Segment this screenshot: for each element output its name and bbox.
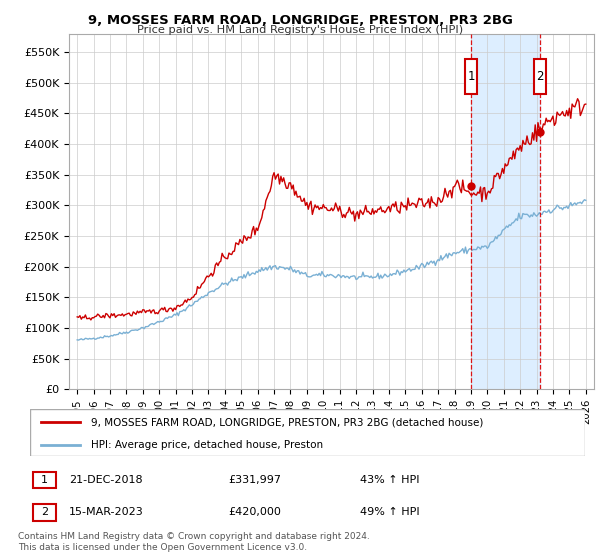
FancyBboxPatch shape (465, 59, 477, 94)
Text: 21-DEC-2018: 21-DEC-2018 (69, 475, 143, 485)
Text: This data is licensed under the Open Government Licence v3.0.: This data is licensed under the Open Gov… (18, 543, 307, 552)
Text: 1: 1 (467, 70, 475, 83)
Text: 15-MAR-2023: 15-MAR-2023 (69, 507, 144, 517)
FancyBboxPatch shape (30, 409, 585, 456)
Text: 2: 2 (41, 507, 48, 517)
Text: 43% ↑ HPI: 43% ↑ HPI (360, 475, 419, 485)
Text: 49% ↑ HPI: 49% ↑ HPI (360, 507, 419, 517)
Text: HPI: Average price, detached house, Preston: HPI: Average price, detached house, Pres… (91, 440, 323, 450)
Text: 2: 2 (536, 70, 544, 83)
Text: 9, MOSSES FARM ROAD, LONGRIDGE, PRESTON, PR3 2BG: 9, MOSSES FARM ROAD, LONGRIDGE, PRESTON,… (88, 14, 512, 27)
Text: £420,000: £420,000 (228, 507, 281, 517)
Bar (471, 34, 540, 389)
Text: Contains HM Land Registry data © Crown copyright and database right 2024.: Contains HM Land Registry data © Crown c… (18, 532, 370, 541)
Text: 1: 1 (41, 475, 48, 485)
Text: £331,997: £331,997 (228, 475, 281, 485)
FancyBboxPatch shape (534, 59, 546, 94)
Text: 9, MOSSES FARM ROAD, LONGRIDGE, PRESTON, PR3 2BG (detached house): 9, MOSSES FARM ROAD, LONGRIDGE, PRESTON,… (91, 417, 484, 427)
Text: Price paid vs. HM Land Registry's House Price Index (HPI): Price paid vs. HM Land Registry's House … (137, 25, 463, 35)
